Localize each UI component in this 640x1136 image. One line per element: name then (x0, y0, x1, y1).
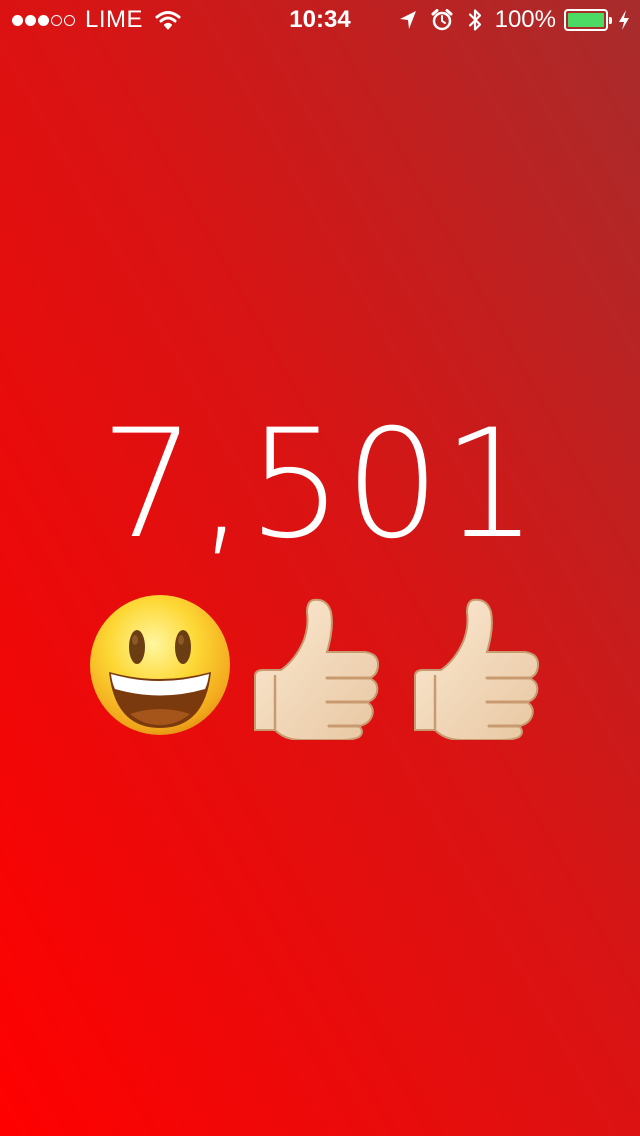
signal-strength-indicator (12, 14, 77, 26)
signal-dot (64, 14, 75, 26)
carrier-name: LIME (85, 6, 144, 33)
location-arrow-icon (399, 10, 417, 30)
thumbs-up-icon (414, 598, 540, 740)
signal-dot (38, 14, 49, 26)
status-bar: LIME 10:34 (0, 0, 640, 40)
alarm-clock-icon (431, 9, 453, 31)
smiling-face-icon (90, 595, 230, 735)
battery-level-fill (568, 13, 604, 27)
battery-percentage: 100% (494, 6, 556, 33)
status-right: 100% (399, 6, 630, 34)
battery-icon (564, 9, 612, 31)
bluetooth-icon (467, 8, 483, 32)
signal-dot (12, 14, 23, 26)
charging-bolt-icon (618, 9, 630, 31)
status-time: 10:34 (289, 6, 351, 33)
status-left: LIME (12, 6, 181, 34)
signal-dot (25, 14, 36, 26)
step-count: 7,501 (100, 398, 540, 572)
signal-dot (51, 14, 62, 26)
wifi-icon (155, 10, 181, 30)
emoji-row (0, 590, 640, 740)
thumbs-up-icon (254, 598, 380, 740)
